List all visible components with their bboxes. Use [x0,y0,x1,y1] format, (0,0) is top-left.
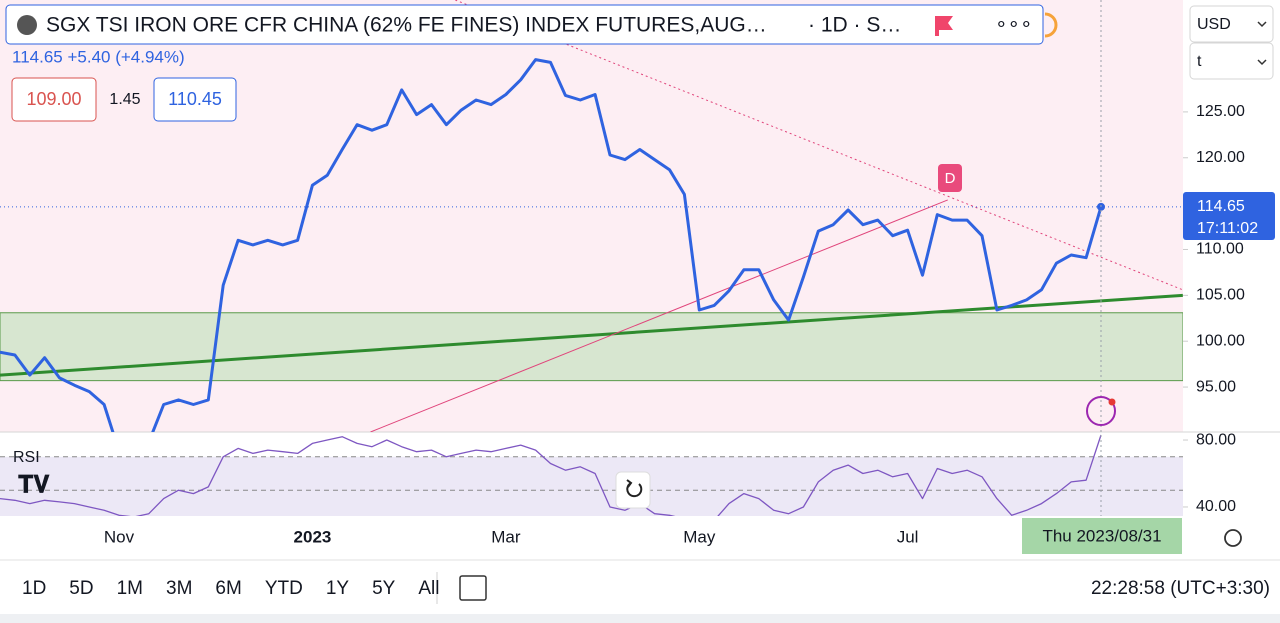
buy-box[interactable] [153,77,237,122]
reset-icon [626,479,643,498]
range-button[interactable]: 3M [166,578,192,599]
range-button[interactable]: 6M [215,578,241,599]
quote: 114.65 +5.40 (+4.94%) [12,47,185,66]
logo: 𝐓𝐕 [18,471,50,498]
more-icon[interactable]: ∘∘∘ [995,13,1033,35]
symbol-title: SGX TSI IRON ORE CFR CHINA (62% FE FINES… [46,14,767,37]
price-line [0,434,1102,516]
spread: 1.45 [109,91,140,108]
currency: USD [1197,16,1231,33]
range-button[interactable]: 5Y [372,578,396,599]
countdown: 17:11:02 [1197,220,1258,237]
range-button[interactable]: YTD [265,578,303,599]
zone [0,312,1183,382]
marker-label: D [945,170,956,187]
alert-icon[interactable] [1086,396,1116,426]
ask: 110.45 [168,89,222,109]
reset-button[interactable] [615,471,651,509]
cursor-date: Thu 2023/08/31 [1042,526,1161,545]
y-tick-label: 120.00 [1196,149,1245,166]
last-price: 114.65 [1197,198,1245,215]
trend-line [455,0,1183,291]
chevron [1257,21,1267,28]
x-tick-label: Jul [897,527,919,546]
x-tick-label: Nov [104,527,135,546]
status-icon [1044,12,1058,38]
range-button[interactable]: 1M [117,578,143,599]
y-tick-label: 95.00 [1196,378,1236,395]
rsi-title: RSI [13,449,40,466]
last-price-box [1183,192,1275,240]
y-tick-label: 110.00 [1196,241,1244,258]
sell-box[interactable] [11,77,97,122]
y-tick-label: 80.00 [1196,431,1236,448]
x-tick-label: Mar [491,527,521,546]
settings-icon[interactable] [1224,529,1242,547]
range-button[interactable]: 1D [22,578,46,599]
unit-select[interactable] [1189,42,1274,80]
bottom-bar [0,614,1280,623]
symbol-box[interactable] [5,4,1044,45]
marker-box[interactable] [938,164,962,192]
trend-line [0,293,1183,377]
calendar-icon[interactable] [459,575,487,601]
currency-select[interactable] [1189,5,1274,43]
y-tick-label: 105.00 [1196,287,1245,304]
flag-icon[interactable] [935,16,953,36]
unit: t [1197,53,1202,70]
chevron [1257,59,1267,66]
bid: 109.00 [26,89,81,109]
y-tick-label: 100.00 [1196,332,1245,349]
cursor-date-box [1022,518,1182,554]
range-button[interactable]: 5D [69,578,93,599]
price-line [0,58,1103,432]
alert-dot [1108,398,1116,406]
x-tick-label: May [683,527,716,546]
range-button[interactable]: All [418,578,439,599]
y-tick-label: 40.00 [1196,498,1236,515]
trend-line [370,199,948,432]
symbol-icon [17,15,37,35]
x-tick-label: 2023 [294,527,332,546]
interval: · 1D · S… [808,14,901,37]
rsi-band [0,456,1183,516]
y-tick-label: 125.00 [1196,103,1245,120]
range-button[interactable]: 1Y [326,578,350,599]
clock: 22:28:58 (UTC+3:30) [1091,578,1270,599]
